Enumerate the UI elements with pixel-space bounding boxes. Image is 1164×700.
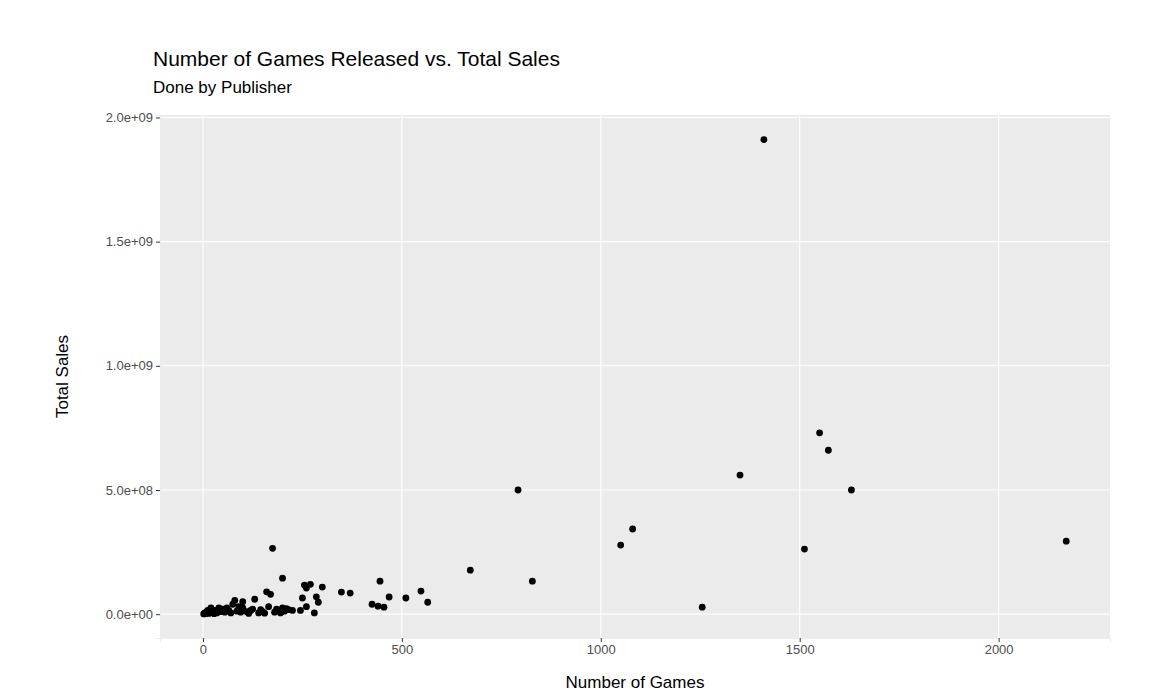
point [381, 604, 388, 611]
y-axis-title: Total Sales [53, 335, 72, 418]
point [313, 593, 320, 600]
point [617, 542, 624, 549]
point [303, 603, 310, 610]
y-tick-label: 0.0e+00 [106, 607, 153, 622]
point [227, 610, 234, 617]
y-tick-mark [156, 490, 160, 491]
point [303, 585, 310, 592]
subtitle: Done by Publisher [153, 78, 292, 97]
point [237, 609, 244, 616]
point [816, 429, 823, 436]
y-tick-label: 1.0e+09 [106, 358, 153, 373]
y-tick: 5.0e+08 [106, 483, 160, 498]
y-tick: 1.5e+09 [106, 234, 160, 249]
point [299, 595, 306, 602]
grid-line-x [202, 115, 203, 638]
point [424, 599, 431, 606]
point [629, 526, 636, 533]
point [848, 487, 855, 494]
point [515, 487, 522, 494]
grid-line-y [160, 117, 1110, 118]
point [229, 601, 236, 608]
y-tick-mark [156, 614, 160, 615]
x-tick: 500 [392, 638, 414, 657]
point [375, 603, 382, 610]
grid-line-x [600, 115, 601, 638]
x-tick-label: 1500 [786, 642, 815, 657]
x-axis: 0 500 1000 1500 2000 [161, 638, 1111, 657]
point [529, 578, 536, 585]
x-axis-line [161, 639, 1111, 643]
point [801, 546, 808, 553]
point [319, 584, 326, 591]
y-tick-label: 2.0e+09 [106, 110, 153, 125]
x-tick: 0 [200, 638, 207, 657]
y-tick: 1.0e+09 [106, 358, 160, 373]
point [338, 589, 345, 596]
x-tick-label: 500 [392, 642, 414, 657]
point [825, 447, 832, 454]
point [213, 608, 220, 615]
point [269, 545, 276, 552]
y-tick-mark [156, 366, 160, 367]
point [737, 472, 744, 479]
grid-line-x [998, 115, 999, 638]
point [249, 606, 256, 613]
x-tick-label: 1000 [587, 642, 616, 657]
y-axis: 0.0e+00 5.0e+08 1.0e+09 1.5e+09 2.0e+09 [106, 110, 161, 638]
y-tick-mark [156, 242, 160, 243]
point [760, 136, 767, 143]
grid-line-y [160, 241, 1110, 242]
point [1063, 538, 1070, 545]
point [289, 607, 296, 614]
x-tick: 2000 [985, 638, 1014, 657]
point [377, 578, 384, 585]
point [311, 610, 318, 617]
point [347, 590, 354, 597]
x-tick-label: 0 [200, 642, 207, 657]
point [699, 604, 706, 611]
y-tick: 2.0e+09 [106, 110, 160, 125]
grid-line-y [160, 365, 1110, 366]
point [402, 595, 409, 602]
grid-line-x [401, 115, 402, 638]
x-tick: 1000 [587, 638, 616, 657]
y-tick: 0.0e+00 [106, 607, 160, 622]
y-tick-label: 1.5e+09 [106, 234, 153, 249]
point [297, 607, 304, 614]
y-axis-line [156, 116, 161, 639]
title: Number of Games Released vs. Total Sales [153, 47, 560, 70]
point [261, 610, 268, 617]
point [267, 591, 274, 598]
grid-line-y [160, 614, 1110, 615]
grid-line-x [799, 115, 800, 638]
chart: 0 500 1000 1500 2000 0.0e+00 5.0e+08 1.0e+09 1.5… [0, 0, 1164, 700]
plot-background [160, 115, 1110, 638]
x-tick-label: 2000 [985, 642, 1014, 657]
point [265, 603, 272, 610]
points [200, 136, 1069, 617]
y-tick-label: 5.0e+08 [106, 483, 153, 498]
point [467, 567, 474, 574]
point [369, 601, 376, 608]
x-tick: 1500 [786, 638, 815, 657]
point [418, 588, 425, 595]
x-axis-title: Number of Games [566, 673, 705, 692]
point [279, 575, 286, 582]
point [386, 594, 393, 601]
point [251, 596, 258, 603]
grid-line-y [160, 489, 1110, 490]
grid [160, 115, 1110, 638]
y-tick-mark [156, 117, 160, 118]
